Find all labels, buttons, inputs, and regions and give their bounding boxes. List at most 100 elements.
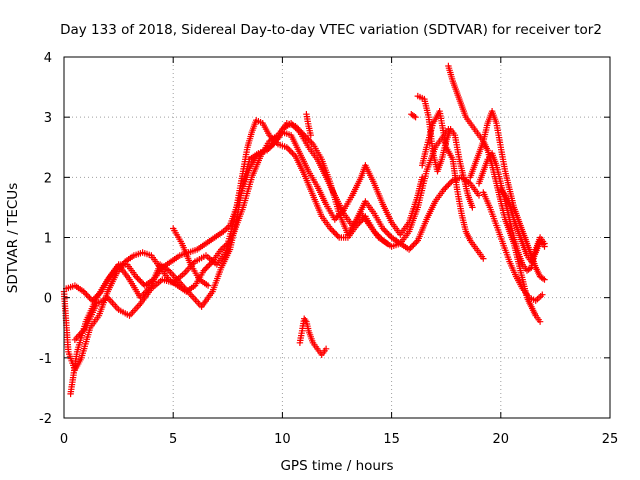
series-track-15 [408,111,419,121]
data-point [385,231,392,238]
data-point [442,184,449,192]
data-point [86,294,93,301]
data-point [440,186,448,193]
data-point [331,229,338,237]
y-tick-label: 4 [44,51,52,66]
x-tick-label: 10 [274,432,291,447]
data-point [286,147,293,154]
data-point [419,174,426,181]
x-axis-label: GPS time / hours [280,458,393,474]
y-tick-label: 2 [44,171,52,186]
data-point [287,120,295,127]
data-point [290,123,298,130]
data-point [290,151,298,158]
data-point [204,282,212,289]
data-point [266,132,273,139]
data-point [202,265,209,273]
data-point [357,217,365,225]
data-point [469,204,476,211]
data-point [305,136,312,143]
y-tick-labels: -2 -1 0 1 2 3 4 [39,51,52,427]
data-point [293,126,301,133]
x-tick-label: 25 [602,432,619,447]
data-point [283,144,290,151]
data-point [480,255,487,262]
data-point [289,150,296,157]
data-point [295,127,302,134]
data-point [405,246,413,253]
series-track-4 [63,120,391,304]
y-tick-label: 3 [44,111,52,126]
data-point [541,276,548,283]
x-tick-labels: 0 5 10 15 20 25 [60,432,618,447]
data-point [379,225,387,232]
series-track-5 [170,225,212,289]
data-point [95,291,102,298]
data-point [84,293,92,300]
data-point [411,240,419,247]
data-point [223,225,230,232]
data-point [307,132,314,139]
data-point [445,181,452,189]
y-axis-label: SDTVAR / TECUs [5,183,21,293]
data-point [333,231,340,238]
data-point [132,273,140,280]
y-tick-label: 1 [44,232,52,247]
data-point [206,261,213,268]
data-point [330,228,337,235]
x-tick-label: 20 [493,432,510,447]
data-point [541,243,548,250]
data-point [443,183,451,190]
data-point [83,291,90,298]
data-point [539,275,547,282]
data-point [381,226,388,234]
data-series [60,62,548,398]
data-point [526,265,534,272]
plot-frame [63,56,611,419]
data-point [93,293,100,300]
y-tick-label: 0 [44,292,52,307]
data-point [408,243,416,250]
data-point [413,238,420,246]
data-point [356,219,363,226]
data-point [135,276,143,283]
data-point [204,262,212,270]
data-point [292,124,299,131]
data-point [475,192,483,199]
series-track-11 [480,189,546,304]
series-track-13 [296,315,330,358]
data-point [81,290,89,297]
series-track-9 [467,108,548,283]
data-point [134,274,141,282]
chart-title: Day 133 of 2018, Sidereal Day-to-day VTE… [60,22,602,38]
data-point [384,229,391,237]
data-point [203,264,210,271]
data-point [384,240,391,247]
data-point [287,148,295,155]
data-point [90,296,97,303]
data-point [334,232,341,240]
x-tick-label: 0 [60,432,68,447]
data-point [302,317,309,324]
data-point [328,226,336,234]
data-point [412,114,419,121]
data-point [382,228,389,235]
data-point [536,318,544,325]
data-point [446,180,453,187]
data-point [539,291,546,298]
data-point [138,279,146,286]
series-track-3 [71,120,483,343]
series-track-12 [497,186,548,265]
data-point [322,345,330,352]
data-point [200,267,207,274]
y-tick-label: -1 [39,352,52,367]
data-point [285,145,292,152]
data-point [407,244,414,252]
x-tick-label: 5 [169,432,177,447]
x-tick-label: 15 [383,432,400,447]
data-point [289,121,296,128]
data-point [308,139,315,146]
data-point [411,113,418,120]
series-track-7 [414,92,476,211]
